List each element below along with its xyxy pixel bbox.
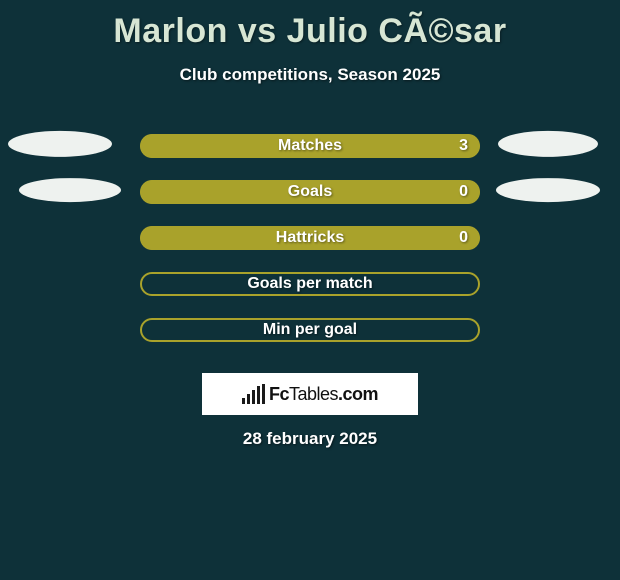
stat-value: 3	[459, 137, 468, 155]
stat-value: 0	[459, 229, 468, 247]
stat-row: Matches 3	[0, 123, 620, 169]
stat-label: Goals per match	[247, 275, 372, 293]
stat-label: Matches	[278, 137, 342, 155]
page-title: Marlon vs Julio CÃ©sar	[0, 0, 620, 51]
stat-bar: Min per goal	[140, 318, 480, 342]
stat-row: Hattricks 0	[0, 215, 620, 261]
stat-row: Goals per match	[0, 261, 620, 307]
subtitle: Club competitions, Season 2025	[0, 65, 620, 85]
stats-container: Matches 3 Goals 0 Hattricks 0 Goals per match M…	[0, 123, 620, 353]
logo-text-tables: Tables	[289, 384, 338, 404]
logo-text-fc: Fc	[269, 384, 289, 404]
player-left-oval	[8, 131, 112, 157]
stat-bar: Matches 3	[140, 134, 480, 158]
date-label: 28 february 2025	[0, 429, 620, 449]
logo-text-com: .com	[338, 384, 378, 404]
logo-text: FcTables.com	[269, 384, 378, 405]
stat-label: Goals	[288, 183, 332, 201]
stat-label: Min per goal	[263, 321, 357, 339]
stat-bar: Goals per match	[140, 272, 480, 296]
stat-label: Hattricks	[276, 229, 344, 247]
stat-row: Min per goal	[0, 307, 620, 353]
stat-bar: Goals 0	[140, 180, 480, 204]
stat-value: 0	[459, 183, 468, 201]
player-right-oval	[498, 131, 598, 157]
player-right-oval	[496, 178, 600, 202]
stat-bar: Hattricks 0	[140, 226, 480, 250]
logo-bars-icon	[242, 384, 265, 404]
player-left-oval	[19, 178, 121, 202]
fctables-logo: FcTables.com	[202, 373, 418, 415]
stat-row: Goals 0	[0, 169, 620, 215]
